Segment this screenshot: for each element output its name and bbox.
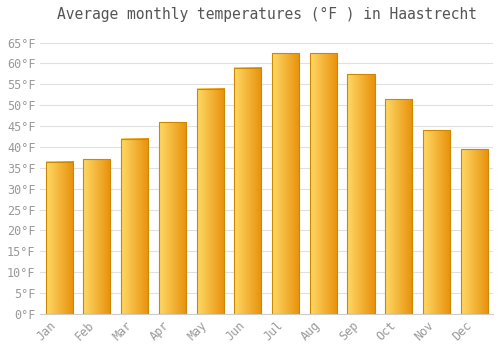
Bar [460,149,488,314]
Bar [159,122,186,314]
Bar [234,68,262,314]
Bar [272,53,299,314]
Bar [121,139,148,314]
Bar [423,130,450,314]
Title: Average monthly temperatures (°F ) in Haastrecht: Average monthly temperatures (°F ) in Ha… [56,7,476,22]
Bar [385,99,412,314]
Bar [310,53,337,314]
Bar [196,89,224,314]
Bar [84,160,110,314]
Bar [46,162,73,314]
Bar [348,74,374,314]
